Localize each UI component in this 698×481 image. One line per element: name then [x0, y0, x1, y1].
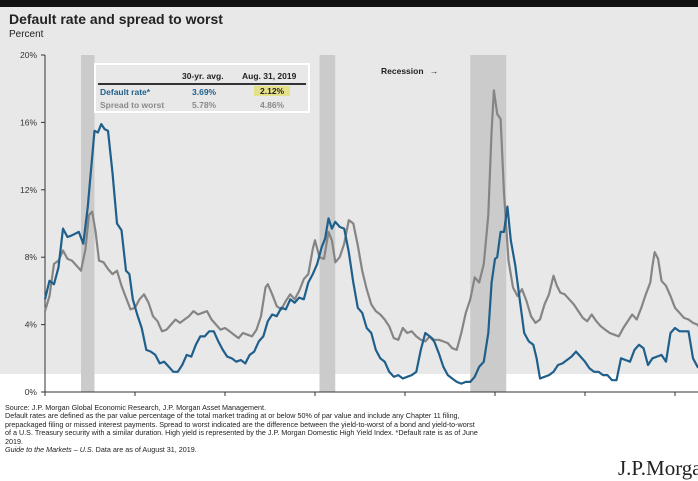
x-tick-label: '01 — [309, 398, 320, 400]
data-as-of: Data are as of August 31, 2019. — [93, 445, 197, 455]
recession-label: Recession — [381, 66, 424, 76]
col-header-current: Aug. 31, 2019 — [242, 71, 297, 81]
x-tick-label: '17 — [669, 398, 680, 400]
y-tick-label: 0% — [25, 387, 38, 397]
spread-to-worst-line — [43, 89, 698, 351]
x-tick-label: '97 — [219, 398, 230, 400]
spread-current: 4.86% — [260, 100, 285, 110]
header-rule — [98, 83, 306, 85]
row-label-spread: Spread to worst — [100, 100, 165, 110]
note-line-3: of a U.S. Treasury security with a simil… — [5, 428, 478, 438]
y-tick-label: 16% — [20, 117, 37, 127]
x-tick-label: '13 — [579, 398, 590, 400]
y-tick-label: 4% — [25, 320, 38, 330]
spread-avg: 5.78% — [192, 100, 217, 110]
x-tick-label: '89 — [39, 398, 50, 400]
note-line-1: Default rates are defined as the par val… — [5, 411, 460, 421]
axes: 0% 4% 8% 12% 16% 20% '89 '93 '97 '01 '05 '09 '13 '17 — [20, 50, 698, 400]
summary-table: 30-yr. avg. Aug. 31, 2019 Default rate* … — [94, 63, 310, 113]
line-chart: 0% 4% 8% 12% 16% 20% '89 '93 '97 '01 '05 '09 '13 '17 — [20, 50, 698, 400]
arrow-right-icon: → — [429, 66, 439, 76]
recession-annotation: Recession → — [381, 66, 438, 76]
top-rule — [0, 0, 698, 7]
guide-title: Guide to the Markets – U.S. — [5, 445, 94, 455]
x-tick-label: '09 — [489, 398, 500, 400]
x-tick-label: '05 — [399, 398, 410, 400]
default-rate-current: 2.12% — [254, 86, 291, 96]
series-lines — [43, 89, 698, 385]
footnote: Source: J.P. Morgan Global Economic Rese… — [5, 403, 605, 455]
col-header-30yr-avg: 30-yr. avg. — [182, 71, 224, 81]
jpmorgan-logo: J.P.Morgan — [618, 456, 698, 480]
y-tick-label: 8% — [25, 252, 38, 262]
y-tick-label: 20% — [20, 50, 37, 60]
y-axis-unit-label: Percent — [9, 29, 44, 40]
row-label-default-rate: Default rate* — [100, 87, 151, 97]
note-line-2: prepackaged filing or missed interest pa… — [5, 419, 475, 429]
chart-title: Default rate and spread to worst — [9, 11, 223, 27]
y-tick-label: 12% — [20, 185, 37, 195]
source-text: Source: J.P. Morgan Global Economic Rese… — [5, 403, 267, 412]
default-rate-avg: 3.69% — [192, 87, 217, 97]
note-line-4: 2019. — [5, 436, 23, 446]
guide-line: Guide to the Markets – U.S. Data are as … — [5, 445, 605, 455]
x-tick-label: '93 — [129, 398, 140, 400]
default-rate-line — [43, 123, 698, 385]
